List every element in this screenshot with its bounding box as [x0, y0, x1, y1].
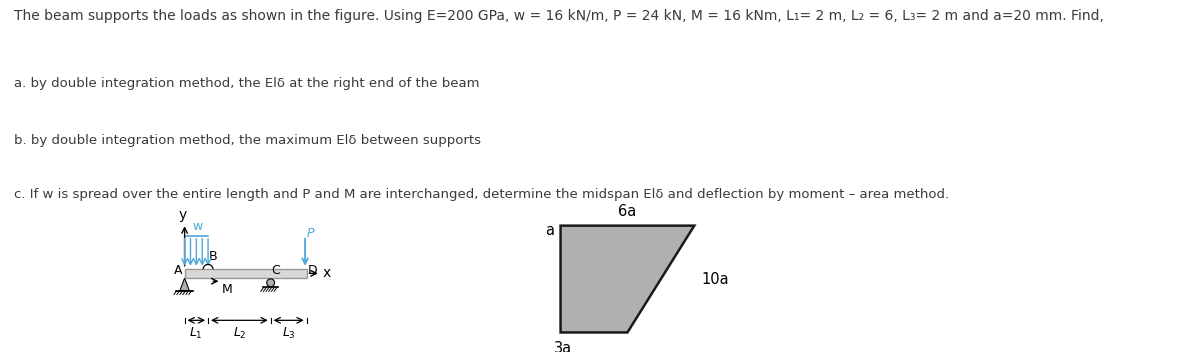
- Text: P: P: [307, 227, 314, 240]
- Text: 3a: 3a: [554, 341, 572, 352]
- Circle shape: [266, 279, 275, 287]
- Text: M: M: [222, 283, 233, 296]
- Text: b. by double integration method, the maximum Elδ between supports: b. by double integration method, the max…: [14, 134, 481, 147]
- Text: The beam supports the loads as shown in the figure. Using E=200 GPa, w = 16 kN/m: The beam supports the loads as shown in …: [14, 9, 1104, 23]
- Text: c. If w is spread over the entire length and P and M are interchanged, determine: c. If w is spread over the entire length…: [14, 188, 949, 201]
- Text: C: C: [271, 264, 280, 277]
- Text: a. by double integration method, the Elδ at the right end of the beam: a. by double integration method, the Elδ…: [14, 77, 480, 90]
- Text: y: y: [178, 208, 186, 222]
- Text: a: a: [545, 224, 554, 239]
- Text: w: w: [193, 220, 203, 233]
- Bar: [185, 269, 307, 278]
- Text: $L_3$: $L_3$: [282, 326, 295, 341]
- Polygon shape: [560, 226, 695, 332]
- Polygon shape: [180, 278, 190, 291]
- Text: 10a: 10a: [701, 271, 728, 287]
- Text: 6a: 6a: [618, 204, 636, 219]
- Text: $L_1$: $L_1$: [190, 326, 203, 341]
- Text: $L_2$: $L_2$: [233, 326, 246, 341]
- Text: B: B: [209, 250, 217, 263]
- Text: x: x: [323, 266, 330, 281]
- Text: A: A: [174, 264, 182, 277]
- Text: D: D: [307, 264, 317, 277]
